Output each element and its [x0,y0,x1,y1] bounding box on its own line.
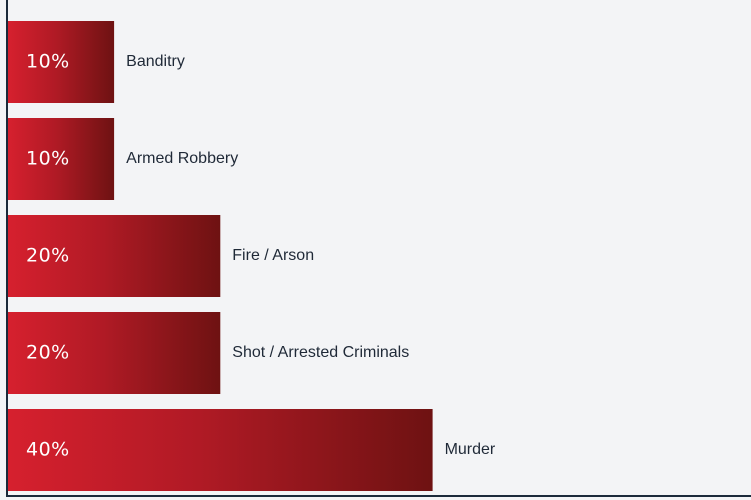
bar-banditry [8,21,115,103]
category-label-shot-arrested-criminals: Shot / Arrested Criminals [232,344,409,361]
bar-murder [8,409,433,491]
bar-value-label-murder: 40% [26,439,70,461]
category-label-banditry: Banditry [126,53,185,70]
bar-value-label-shot-arrested-criminals: 20% [26,342,70,364]
bars-group: 10% Banditry 10% Armed Robbery 20% Fire / Ars… [8,21,496,491]
bar-value-label-armed-robbery: 10% [26,148,70,170]
bar-armed-robbery [8,118,115,200]
bar-shot-arrested-criminals [8,312,221,394]
bar-value-label-banditry: 10% [26,51,70,73]
bar-fire-arson [8,215,221,297]
category-label-murder: Murder [445,441,496,458]
category-label-armed-robbery: Armed Robbery [126,150,238,167]
category-label-fire-arson: Fire / Arson [232,247,314,264]
bar-value-label-fire-arson: 20% [26,245,70,267]
